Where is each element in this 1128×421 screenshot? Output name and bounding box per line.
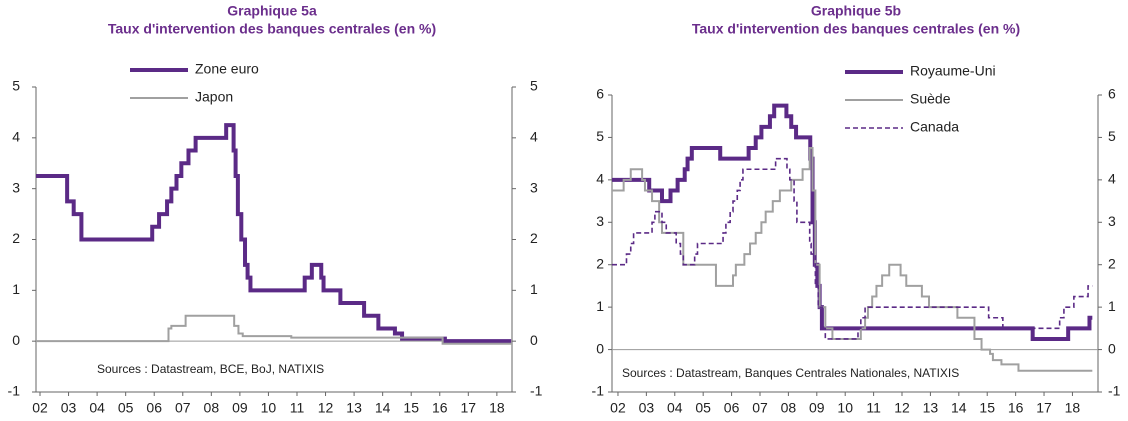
x-tick-label: 06 [724,400,740,416]
x-tick-label: 14 [951,400,967,416]
y2-tick-label: -1 [530,383,543,399]
x-tick-label: 07 [175,400,191,416]
x-tick-label: 08 [781,400,797,416]
y-tick-label: -1 [8,383,21,399]
y2-tick-label: 3 [530,179,538,195]
x-tick-label: 12 [318,400,334,416]
chart-subtitle: Taux d'intervention des banques centrale… [692,21,1020,37]
x-tick-label: 12 [894,400,910,416]
x-tick-label: 11 [290,400,305,416]
chart-title: Graphique 5a [227,3,317,19]
x-tick-label: 05 [118,400,134,416]
y-tick-label: 5 [12,78,20,94]
x-tick-label: 02 [610,400,626,416]
y-tick-label: 1 [596,298,604,314]
y-tick-label: 3 [12,179,20,195]
legend-label: Zone euro [195,61,259,77]
y2-tick-label: 3 [1108,213,1116,229]
x-tick-label: 16 [432,400,448,416]
series-line [36,123,512,344]
series-line [36,314,512,345]
x-tick-label: 04 [89,400,105,416]
series-line [612,103,1093,341]
y2-tick-label: 1 [530,281,538,297]
x-tick-label: 10 [261,400,277,416]
y2-tick-label: 4 [1108,171,1116,187]
x-tick-label: 15 [979,400,995,416]
x-tick-label: 03 [639,400,655,416]
x-tick-label: 17 [1036,400,1052,416]
x-tick-label: 03 [61,400,77,416]
y2-tick-label: 6 [1108,86,1116,102]
y2-tick-label: 2 [530,230,538,246]
y-tick-label: 3 [596,213,604,229]
x-tick-label: 09 [809,400,825,416]
chart-title: Graphique 5b [811,3,901,19]
x-tick-label: 11 [866,400,881,416]
y2-tick-label: 0 [530,332,538,348]
series-line [612,157,1093,340]
x-tick-label: 15 [403,400,419,416]
y2-tick-label: 4 [530,129,538,145]
source-note: Sources : Datastream, BCE, BoJ, NATIXIS [97,362,324,376]
y2-tick-label: 1 [1108,298,1116,314]
y-tick-label: 5 [596,128,604,144]
legend-label: Japon [195,89,233,105]
x-tick-label: 13 [923,400,939,416]
legend-label: Canada [910,119,959,135]
chart: Graphique 5a Taux d'intervention des banq… [8,3,543,416]
y-tick-label: -1 [592,383,605,399]
x-tick-label: 13 [346,400,362,416]
y2-tick-label: -1 [1108,383,1121,399]
x-tick-label: 08 [204,400,220,416]
y2-tick-label: 5 [530,78,538,94]
x-tick-label: 04 [667,400,683,416]
x-tick-label: 02 [32,400,48,416]
x-tick-label: 07 [752,400,768,416]
x-tick-label: 17 [461,400,477,416]
source-note: Sources : Datastream, Banques Centrales … [622,366,959,380]
y-tick-label: 0 [596,340,604,356]
x-tick-label: 05 [695,400,711,416]
x-tick-label: 14 [375,400,391,416]
y-tick-label: 0 [12,332,20,348]
y2-tick-label: 5 [1108,128,1116,144]
x-tick-label: 10 [837,400,853,416]
x-tick-label: 18 [489,400,505,416]
x-tick-label: 06 [146,400,162,416]
y-tick-label: 4 [12,129,20,145]
chart: Graphique 5b Taux d'intervention des banq… [592,3,1121,416]
legend-label: Royaume-Uni [910,63,996,79]
y-tick-label: 1 [12,281,20,297]
y2-tick-label: 0 [1108,340,1116,356]
legend-label: Suède [910,91,951,107]
y-tick-label: 4 [596,171,604,187]
y2-tick-label: 2 [1108,255,1116,271]
x-tick-label: 18 [1065,400,1081,416]
y-tick-label: 2 [12,230,20,246]
y-tick-label: 6 [596,86,604,102]
chart-subtitle: Taux d'intervention des banques centrale… [108,21,436,37]
x-tick-label: 16 [1008,400,1024,416]
x-tick-label: 09 [232,400,248,416]
y-tick-label: 2 [596,255,604,271]
